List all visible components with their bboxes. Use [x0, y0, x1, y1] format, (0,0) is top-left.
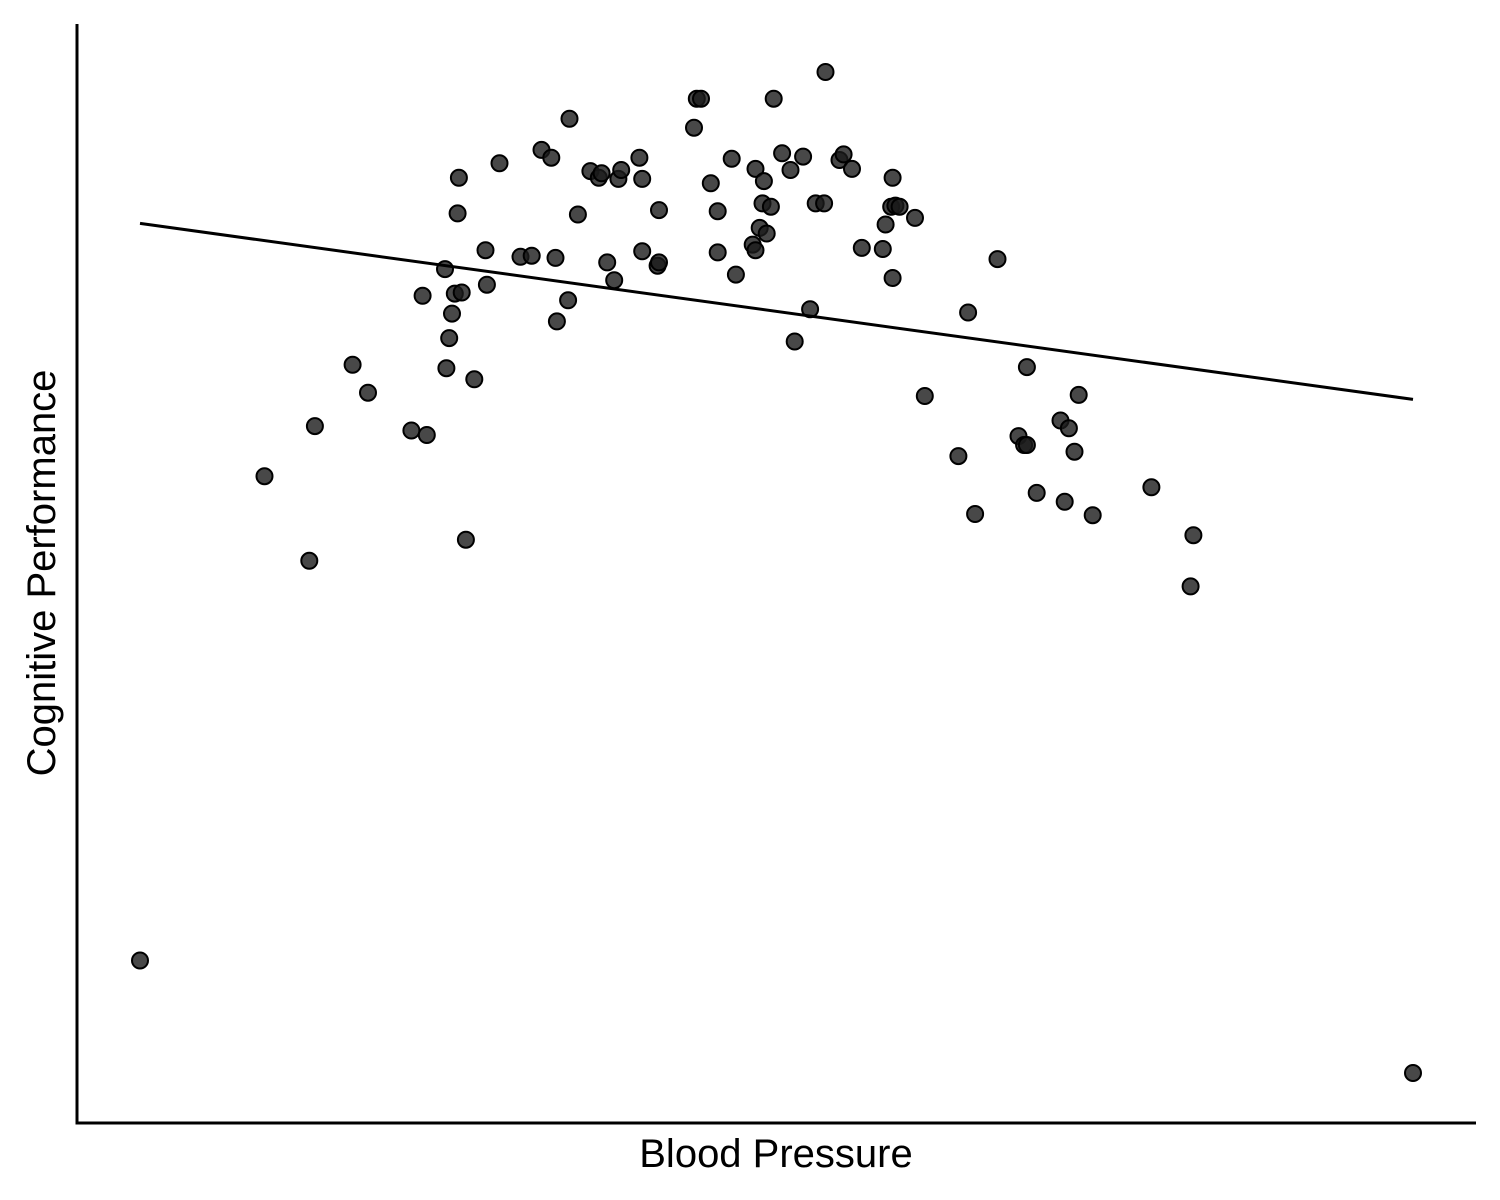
data-point: [568, 205, 587, 224]
data-point: [402, 421, 421, 440]
data-point: [959, 303, 978, 322]
data-point: [692, 89, 710, 108]
data-point: [1083, 506, 1102, 525]
data-point: [522, 246, 541, 265]
data-point: [708, 202, 727, 221]
data-point: [131, 951, 149, 970]
x-axis-label: Blood Pressure: [639, 1132, 912, 1176]
data-point: [559, 291, 578, 310]
data-point: [883, 168, 902, 187]
data-point: [359, 383, 377, 402]
data-point: [465, 370, 484, 389]
data-point: [343, 355, 362, 374]
data-point: [873, 240, 892, 258]
data-point: [816, 63, 835, 81]
data-point: [815, 194, 834, 213]
data-point: [843, 159, 861, 178]
data-point: [701, 174, 720, 193]
data-point: [413, 286, 432, 305]
data-point: [1017, 436, 1036, 454]
data-point: [746, 159, 765, 178]
data-point: [834, 145, 853, 164]
data-point: [785, 332, 804, 351]
data-point: [876, 215, 895, 234]
data-point: [598, 253, 617, 272]
data-point: [773, 144, 792, 163]
trend-line: [139, 221, 1414, 401]
data-point: [708, 243, 727, 262]
data-point: [757, 224, 776, 243]
data-point: [650, 201, 668, 220]
data-point: [1142, 478, 1161, 497]
data-point: [906, 208, 924, 227]
data-point: [1069, 385, 1088, 404]
data-point: [781, 161, 800, 179]
data-point: [966, 505, 985, 523]
data-point: [1059, 419, 1078, 438]
data-point: [1181, 577, 1200, 596]
data-point: [547, 312, 566, 331]
data-points: [131, 63, 1422, 1082]
data-point: [794, 147, 813, 166]
data-point: [448, 204, 467, 223]
data-point: [1055, 492, 1074, 511]
data-point: [1017, 358, 1036, 377]
data-point: [560, 109, 579, 128]
data-point: [456, 530, 475, 549]
data-point: [949, 447, 968, 466]
data-point: [449, 168, 468, 187]
data-point: [417, 426, 436, 444]
data-point: [1027, 483, 1046, 502]
data-point: [452, 283, 471, 302]
data-point: [630, 148, 649, 167]
data-point: [476, 241, 495, 260]
data-point: [437, 359, 456, 378]
data-point: [612, 161, 631, 179]
data-point: [490, 154, 509, 173]
data-point: [1404, 1064, 1422, 1082]
data-point: [852, 238, 871, 257]
data-point: [605, 271, 624, 290]
data-point: [633, 242, 652, 261]
data-point: [542, 148, 561, 167]
data-point: [255, 467, 274, 486]
data-point: [440, 329, 459, 348]
data-point: [300, 551, 319, 570]
data-point: [754, 172, 773, 191]
data-point: [726, 265, 745, 284]
data-point: [685, 118, 703, 137]
data-point: [1184, 526, 1203, 545]
data-point: [650, 253, 668, 272]
data-point: [633, 169, 652, 188]
data-point: [746, 241, 765, 260]
data-point: [761, 197, 780, 216]
data-point: [883, 269, 902, 287]
data-point: [592, 164, 611, 183]
data-point: [305, 417, 324, 436]
data-point: [1065, 442, 1084, 461]
data-point: [890, 197, 909, 216]
data-point: [988, 250, 1007, 269]
data-point: [546, 248, 565, 267]
y-axis-label: Cognitive Performance: [20, 370, 64, 777]
data-point: [477, 275, 496, 294]
data-point: [764, 89, 783, 108]
data-point: [915, 387, 934, 405]
data-point: [443, 304, 461, 323]
data-point: [722, 149, 741, 168]
